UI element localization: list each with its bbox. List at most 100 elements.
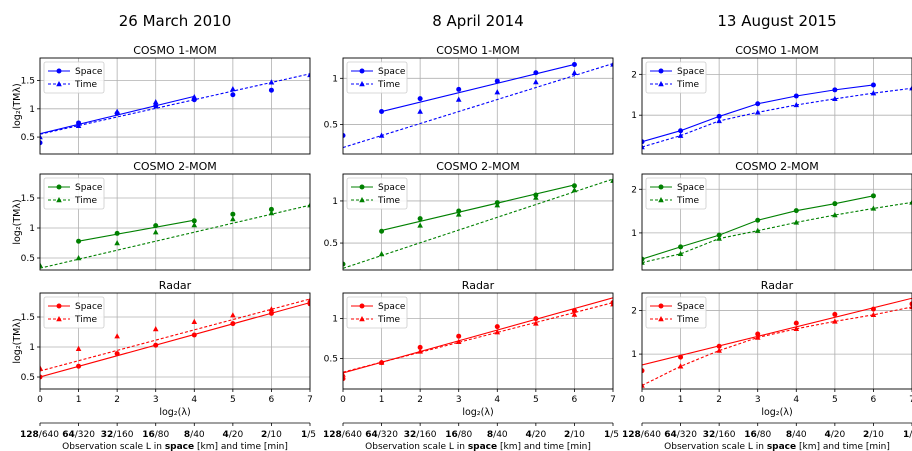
scale-tick-label: 1/5 [301,430,316,440]
y-tick-label: 1.5 [21,194,35,204]
data-point-space [870,306,876,312]
legend-label: Space [677,67,705,77]
data-layer [40,71,310,146]
data-point-space [456,208,462,214]
plot-frame [641,292,912,390]
legend-marker [359,81,365,87]
scale-tick-space: 8 [184,430,190,440]
data-point-time [378,251,385,257]
scale-tick-space: 16 [445,430,458,440]
scale-tick-label: 8/40 [786,430,807,440]
scale-axis-label: Observation scale L in space [km] and ti… [664,442,890,451]
panel-radar: Radar 0.5 1 Space Time 0 1 2 3 4 5 6 7 log₂(λ) [324,279,616,418]
data-point-time [268,210,275,216]
panel-cosmo-1-mom: COSMO 1-MOM 0.5 1 Space Time [324,44,614,155]
data-point-time [610,61,613,67]
data-point-space [716,232,722,238]
plot-frame [342,292,614,390]
scale-label-part: [km] and time [min] [796,442,890,451]
data-point-time [40,262,43,268]
legend-marker [359,316,365,322]
data-point-time [230,216,236,222]
data-point-space [716,113,722,119]
legend-label: Space [75,183,103,193]
plot-frame [641,173,912,271]
scale-tick-space: 64 [62,430,75,440]
legend-marker [56,197,62,203]
panel-title: COSMO 2-MOM [735,160,819,173]
data-point-space [642,139,645,145]
data-point-time [230,86,236,92]
data-point-space [642,256,645,262]
y-tick-label: 0.5 [21,254,35,264]
scale-tick-space: 8 [786,430,792,440]
data-point-space [191,332,197,338]
data-point-time [455,211,462,217]
legend-label: Time [377,196,400,206]
scale-tick-time: /20 [229,430,244,440]
data-point-space [456,333,462,339]
legend-marker [359,303,365,309]
y-tick-label: 1 [29,105,35,115]
data-point-space [755,217,761,223]
fit-line-time [343,178,613,269]
scale-tick-space: 128 [622,430,641,440]
data-point-time [191,93,198,100]
data-point-time [909,85,912,91]
plot-frame [39,292,311,390]
data-point-time [571,311,578,317]
data-point-space [832,201,838,207]
data-point-space [793,320,799,326]
data-point-time [268,79,275,85]
data-point-time [571,187,578,193]
legend: Space Time [43,296,105,329]
scale-tick-space: 4 [222,430,228,440]
x-axis-label: log₂(λ) [761,407,792,418]
data-point-time [152,99,159,105]
x-tick-label: 7 [610,395,616,405]
data-point-time [909,199,912,205]
panel-cosmo-1-mom: COSMO 1-MOM 0.5 1 1.5 Space Time log₂(TMλ) [12,44,311,155]
data-point-time [870,90,877,96]
data-point-space [755,331,761,337]
fit-line-time [343,302,613,373]
x-tick-label: 1 [379,395,385,405]
data-point-time [571,69,578,75]
legend-label: Time [74,80,97,90]
scale-label-part: space [767,442,796,451]
scale-tick-label: 4/20 [222,430,243,440]
scale-label-part: Observation scale L in [664,442,767,451]
data-point-space [268,87,274,93]
legend-marker [658,184,664,190]
data-point-time [642,259,645,265]
data-layer [642,82,912,150]
column-26-march-2010: 26 March 2010 COSMO 1-MOM 0.5 1 1.5 Space Time… [12,12,316,451]
scale-tick-label: 16/80 [445,430,472,440]
scale-tick-label: 32/160 [404,430,437,440]
legend-marker [56,316,62,322]
column-title: 26 March 2010 [119,12,232,30]
legend: Space Time [645,61,707,94]
x-tick-label: 5 [832,395,838,405]
legend-label: Time [74,196,97,206]
legend: Space Time [346,177,408,210]
data-layer [40,202,310,269]
x-tick-label: 0 [639,395,645,405]
legend-label: Space [378,67,406,77]
legend-label: Time [676,80,699,90]
data-point-time [533,194,539,200]
legend: Space Time [43,61,105,94]
data-point-time [307,202,310,208]
data-point-space [268,206,274,212]
data-point-space [343,376,346,382]
scale-label-part: [km] and time [min] [194,442,288,451]
scale-tick-time: /10 [570,430,585,440]
x-tick-label: 4 [494,395,500,405]
scale-tick-space: 32 [404,430,417,440]
data-point-time [75,255,82,261]
data-point-time [152,326,159,332]
scale-tick-time: /5 [307,430,316,440]
